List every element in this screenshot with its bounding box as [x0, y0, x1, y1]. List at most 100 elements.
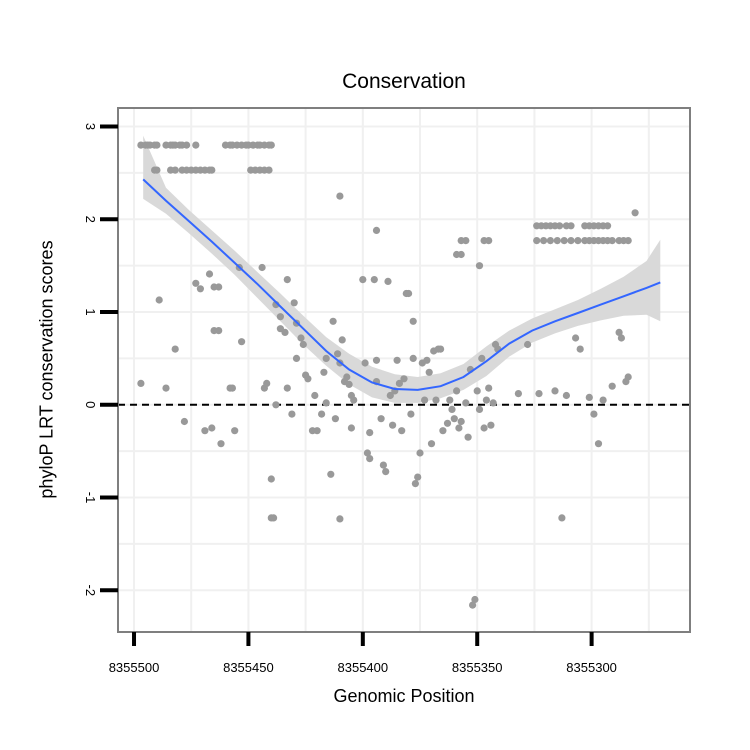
data-point	[446, 396, 454, 404]
data-point	[464, 433, 472, 441]
data-point	[535, 390, 543, 398]
data-point	[386, 391, 394, 400]
data-point	[171, 345, 179, 353]
data-point	[608, 237, 616, 245]
chart-title: Conservation	[342, 70, 466, 93]
data-point	[389, 421, 397, 429]
data-point	[560, 237, 568, 245]
data-point	[414, 473, 422, 481]
data-point	[205, 270, 214, 278]
data-point	[336, 192, 344, 200]
data-point	[462, 237, 470, 245]
y-tick-label: 3	[83, 123, 98, 130]
data-point	[462, 399, 470, 407]
x-axis: 8355500 8355450 8355400 8355350 8355300	[109, 632, 617, 675]
data-point	[482, 396, 490, 404]
x-tick-label: 8355300	[566, 660, 617, 675]
data-point	[562, 391, 571, 400]
data-point	[540, 237, 548, 245]
data-point	[590, 410, 598, 418]
data-point	[480, 424, 488, 432]
data-point	[304, 375, 312, 383]
data-point	[384, 277, 392, 285]
data-point	[258, 263, 266, 272]
data-point	[313, 427, 321, 435]
loess-trend-line	[142, 178, 661, 391]
data-point	[594, 440, 603, 448]
data-point	[409, 317, 417, 325]
data-point	[171, 166, 179, 174]
data-point	[331, 415, 339, 423]
y-tick-label: -2	[83, 584, 98, 596]
data-point	[473, 387, 481, 395]
data-point	[487, 421, 495, 429]
data-point	[533, 237, 541, 245]
data-point	[363, 449, 371, 457]
data-point	[359, 276, 367, 284]
data-point	[457, 250, 465, 259]
data-point	[574, 237, 582, 245]
data-point	[455, 424, 463, 432]
data-point	[343, 373, 351, 381]
data-point	[485, 384, 493, 392]
y-tick-label: 0	[83, 401, 98, 408]
data-point	[411, 480, 419, 488]
data-point	[604, 222, 612, 230]
data-point	[443, 419, 452, 427]
data-point	[283, 384, 291, 392]
data-point	[292, 354, 301, 362]
data-point	[334, 350, 342, 358]
data-point	[423, 356, 431, 364]
data-point	[276, 313, 284, 321]
data-point	[350, 396, 358, 404]
y-tick-label: -1	[83, 492, 98, 504]
data-point	[471, 595, 479, 604]
x-tick-label: 8355350	[452, 660, 503, 675]
data-point	[338, 336, 346, 344]
data-point	[180, 417, 188, 426]
data-point	[270, 514, 278, 522]
data-point	[320, 368, 328, 376]
data-point	[283, 276, 291, 284]
data-point	[153, 141, 161, 149]
data-point	[485, 237, 493, 245]
data-point	[238, 338, 246, 346]
x-axis-label: Genomic Position	[333, 686, 475, 706]
data-point	[336, 515, 344, 523]
data-point	[322, 399, 330, 407]
data-point	[608, 382, 616, 390]
data-point	[196, 285, 204, 293]
data-point	[457, 417, 465, 426]
data-point	[208, 424, 216, 432]
data-point	[553, 237, 561, 245]
data-point	[201, 427, 209, 435]
data-point	[599, 396, 607, 404]
data-point	[162, 384, 170, 392]
data-point	[475, 405, 484, 413]
data-point	[617, 334, 626, 342]
data-point	[311, 391, 319, 400]
data-point	[231, 427, 239, 435]
data-point	[432, 396, 440, 404]
data-point	[299, 340, 307, 349]
data-point	[370, 276, 378, 284]
data-point	[137, 379, 145, 387]
data-point	[425, 368, 433, 376]
data-point	[372, 226, 381, 234]
confidence-band	[143, 135, 661, 403]
data-point	[437, 345, 445, 353]
data-point	[631, 209, 639, 217]
data-point	[192, 141, 200, 149]
data-point	[318, 410, 326, 418]
data-point	[624, 373, 632, 381]
data-point	[366, 455, 374, 463]
data-point	[514, 390, 523, 398]
data-point	[558, 514, 566, 522]
data-point	[217, 440, 225, 448]
data-point	[208, 166, 216, 174]
data-point	[155, 296, 163, 304]
data-point	[183, 141, 191, 149]
data-point	[398, 427, 406, 435]
data-point	[567, 222, 575, 230]
